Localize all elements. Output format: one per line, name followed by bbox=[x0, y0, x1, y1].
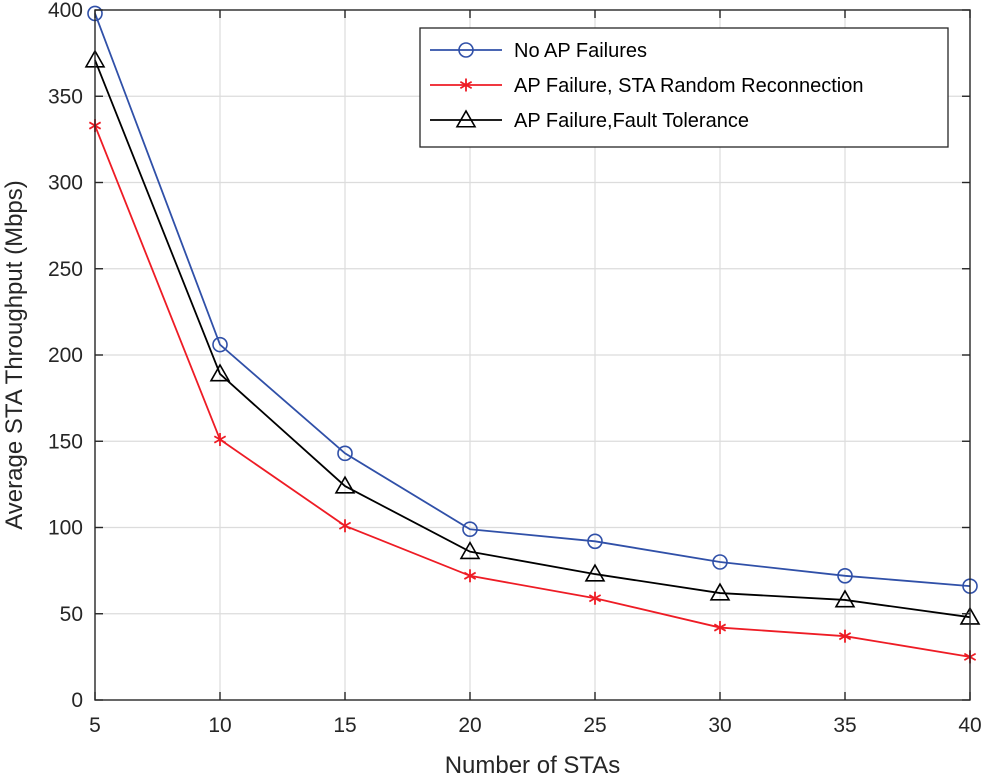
data-point-asterisk bbox=[338, 519, 352, 533]
data-point-asterisk bbox=[463, 569, 477, 583]
series-layer bbox=[84, 5, 981, 664]
asterisk-stroke bbox=[588, 594, 602, 603]
y-tick-label: 150 bbox=[48, 430, 83, 453]
asterisk-stroke bbox=[213, 435, 227, 444]
x-tick-label: 10 bbox=[208, 714, 231, 737]
y-axis-title: Average STA Throughput (Mbps) bbox=[1, 180, 28, 530]
y-tick-label: 300 bbox=[48, 172, 83, 195]
legend: No AP Failures AP Failure, STA Random Rec… bbox=[419, 27, 949, 148]
x-tick-label: 20 bbox=[458, 714, 481, 737]
x-tick-label: 35 bbox=[833, 714, 856, 737]
data-point-asterisk bbox=[459, 78, 473, 92]
series-line bbox=[94, 59, 971, 619]
series-line bbox=[94, 13, 971, 588]
x-tick-label: 15 bbox=[333, 714, 356, 737]
data-point-asterisk bbox=[713, 621, 727, 635]
legend-box bbox=[419, 27, 949, 148]
data-point-triangle bbox=[334, 475, 356, 494]
data-point-triangle bbox=[209, 363, 231, 382]
y-tick-label: 0 bbox=[71, 689, 83, 712]
legend-entry: No AP Failures bbox=[430, 40, 647, 62]
data-point-circle bbox=[712, 554, 728, 570]
y-tick-label: 100 bbox=[48, 517, 83, 540]
y-tick-label: 400 bbox=[48, 0, 83, 22]
data-point-asterisk bbox=[213, 433, 227, 447]
series-line bbox=[94, 125, 971, 658]
x-tick-label: 25 bbox=[583, 714, 606, 737]
y-tick-label: 50 bbox=[60, 603, 83, 626]
y-tick-label: 200 bbox=[48, 344, 83, 367]
y-tick-label: 250 bbox=[48, 258, 83, 281]
x-tick-label: 5 bbox=[89, 714, 101, 737]
asterisk-stroke bbox=[463, 571, 477, 580]
data-point-triangle bbox=[709, 582, 731, 601]
data-point-circle bbox=[587, 533, 603, 550]
data-point-asterisk bbox=[838, 629, 852, 643]
legend-entry: AP Failure, STA Random Reconnection bbox=[430, 75, 863, 97]
data-point-triangle bbox=[455, 109, 477, 128]
asterisk-stroke bbox=[338, 521, 352, 530]
asterisk-stroke bbox=[713, 623, 727, 632]
x-tick-label: 30 bbox=[708, 714, 731, 737]
data-point-triangle bbox=[834, 589, 856, 608]
data-point-triangle bbox=[584, 563, 606, 582]
legend-label: No AP Failures bbox=[514, 40, 647, 62]
data-point-circle bbox=[212, 336, 228, 353]
asterisk-stroke bbox=[838, 632, 852, 641]
x-tick-label: 40 bbox=[958, 714, 981, 737]
legend-label: AP Failure, STA Random Reconnection bbox=[514, 75, 863, 97]
data-point-circle bbox=[458, 42, 474, 58]
legend-label: AP Failure,Fault Tolerance bbox=[514, 110, 749, 132]
data-point-circle bbox=[462, 521, 478, 538]
data-point-triangle bbox=[459, 541, 481, 560]
legend-entry: AP Failure,Fault Tolerance bbox=[430, 109, 749, 132]
y-tick-label: 350 bbox=[48, 85, 83, 108]
asterisk-stroke bbox=[459, 80, 473, 90]
data-point-circle bbox=[837, 567, 853, 584]
x-axis-title: Number of STAs bbox=[445, 752, 621, 778]
data-point-asterisk bbox=[588, 591, 602, 605]
data-point-circle bbox=[337, 445, 353, 462]
